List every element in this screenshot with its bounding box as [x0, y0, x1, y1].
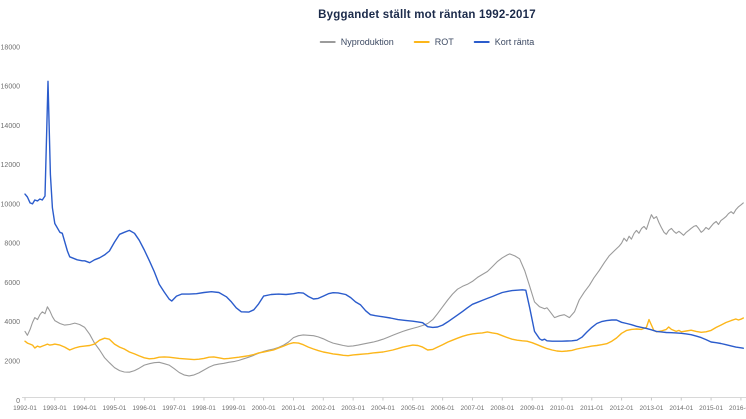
x-tick-label: 2003-01 — [341, 405, 365, 412]
legend-label: Kort ränta — [494, 37, 535, 47]
legend-item-kort-ranta: Kort ränta — [473, 37, 535, 47]
legend-line-swatch — [319, 41, 336, 43]
x-tick-label: 2016-01 — [729, 405, 746, 412]
x-tick-label: 1997-01 — [162, 405, 186, 412]
y-tick-label: 10000 — [1, 201, 21, 208]
y-tick-label: 2000 — [4, 358, 20, 365]
x-tick-label: 1993-01 — [43, 405, 67, 412]
x-tick-label: 2001-01 — [282, 405, 306, 412]
x-tick-label: 1992-01 — [13, 405, 37, 412]
x-tick-label: 2000-01 — [252, 405, 276, 412]
y-tick-label: 8000 — [4, 241, 20, 248]
x-tick-label: 1994-01 — [73, 405, 97, 412]
x-tick-label: 2002-01 — [311, 405, 335, 412]
y-tick-label: 14000 — [1, 123, 21, 130]
legend-label: ROT — [434, 37, 454, 47]
series-line-kort-ränta — [24, 80, 744, 349]
y-tick-label: 12000 — [1, 162, 21, 169]
y-tick-label: 0 — [16, 398, 20, 405]
chart-legend: Nyproduktion ROT Kort ränta — [319, 37, 535, 47]
x-tick-label: 1996-01 — [132, 405, 156, 412]
x-tick-label: 2011-01 — [580, 405, 604, 412]
x-tick-label: 2015-01 — [699, 405, 723, 412]
legend-line-swatch — [473, 41, 490, 43]
x-tick-label: 2014-01 — [669, 405, 693, 412]
legend-line-swatch — [413, 41, 430, 43]
x-tick-label: 2009-01 — [520, 405, 544, 412]
y-tick-label: 6000 — [4, 280, 20, 287]
x-tick-label: 1995-01 — [103, 405, 127, 412]
x-tick-label: 2006-01 — [431, 405, 455, 412]
legend-label: Nyproduktion — [340, 37, 394, 47]
x-tick-label: 2012-01 — [610, 405, 634, 412]
x-tick-label: 2004-01 — [371, 405, 395, 412]
chart-title: Byggandet ställt mot räntan 1992-2017 — [318, 9, 536, 21]
x-tick-label: 1999-01 — [222, 405, 246, 412]
x-tick-label: 1998-01 — [192, 405, 216, 412]
x-tick-label: 2007-01 — [461, 405, 485, 412]
series-line-rot — [24, 317, 744, 361]
y-tick-label: 16000 — [1, 84, 21, 91]
series-line-nyproduktion — [24, 202, 744, 377]
x-tick-label: 2010-01 — [550, 405, 574, 412]
y-tick-label: 18000 — [1, 45, 21, 52]
x-tick-label: 2005-01 — [401, 405, 425, 412]
x-tick-label: 2008-01 — [490, 405, 514, 412]
x-tick-label: 2013-01 — [640, 405, 664, 412]
legend-item-rot: ROT — [413, 37, 454, 47]
y-tick-label: 4000 — [4, 319, 20, 326]
legend-item-nyproduktion: Nyproduktion — [319, 37, 394, 47]
